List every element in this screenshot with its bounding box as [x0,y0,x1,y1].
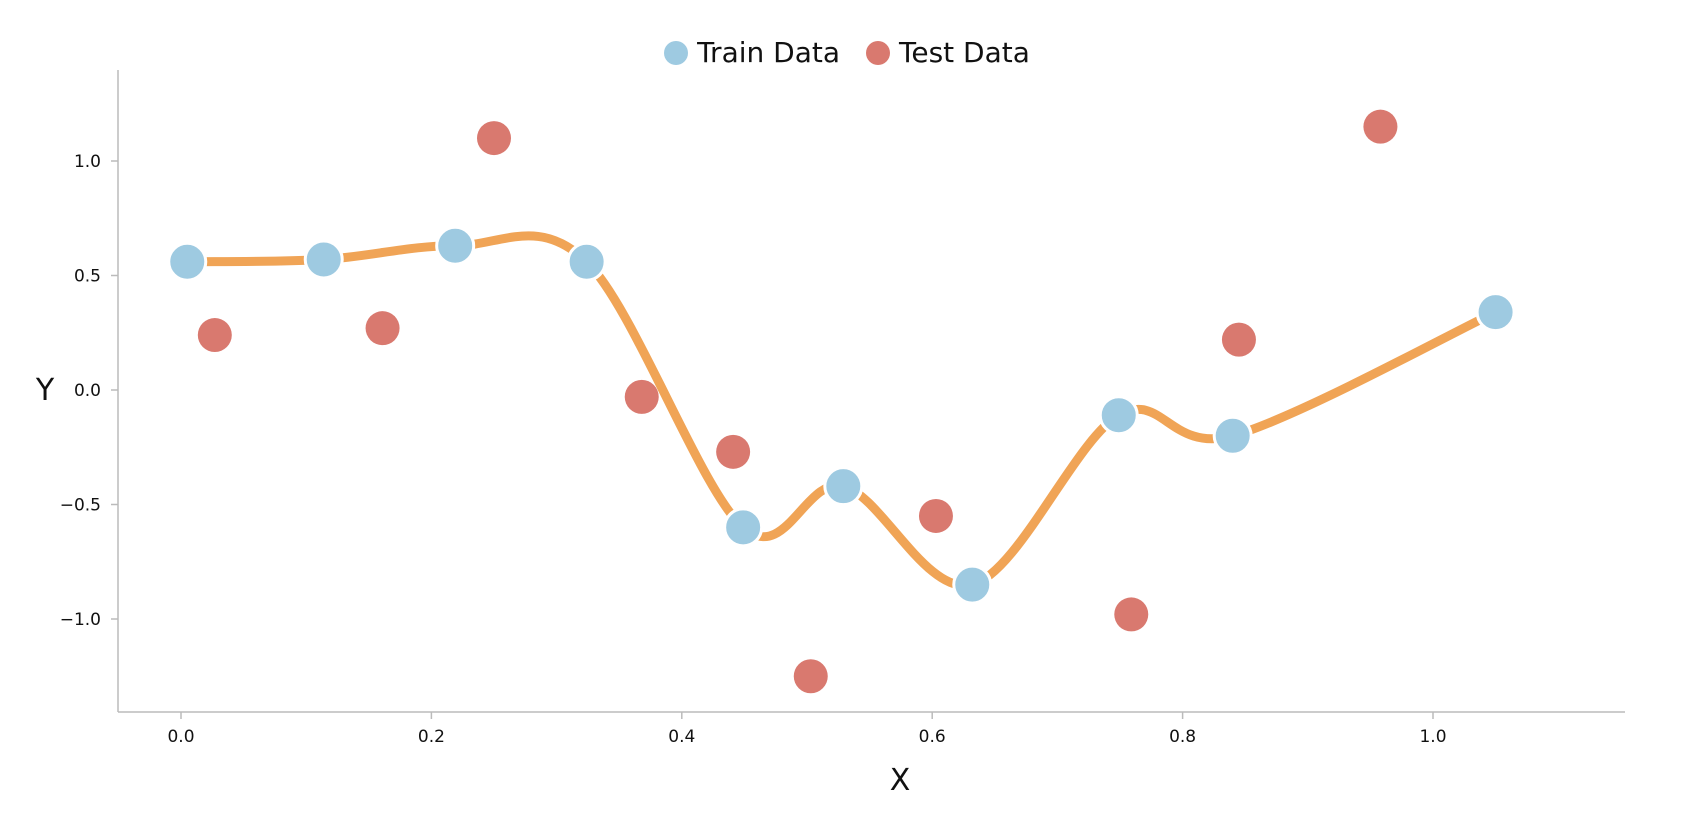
test-point [918,498,953,533]
test-point [716,434,751,469]
train-point [566,241,607,282]
legend-label-train: Train Data [697,36,841,69]
test-swatch-icon [866,40,891,65]
test-point [793,659,828,694]
test-point [365,311,400,346]
train-point [435,225,476,266]
train-point [1098,395,1139,436]
train-point [167,241,208,282]
legend-item-train[interactable]: Train Data [664,36,840,69]
test-point [477,121,511,156]
x-tick-label: 0.6 [919,727,946,747]
train-point [1212,415,1253,456]
train-point [823,466,864,507]
train-swatch-icon [664,40,689,65]
train-point [723,507,764,548]
x-axis-title: X [890,763,911,798]
test-point [1221,322,1256,357]
y-axis-title: Y [35,373,55,408]
legend-item-test[interactable]: Test Data [866,36,1030,69]
y-tick-label: −0.5 [60,496,101,516]
x-tick-label: 0.4 [668,727,695,747]
fit-line [182,231,1501,591]
x-tick-label: 0.8 [1169,727,1196,747]
y-tick-label: 1.0 [74,152,101,172]
axes: 0.0 0.2 0.4 0.6 0.8 1.0 1.0 0.5 0.0 −0.5 −1.0 [60,70,1625,747]
test-point [624,379,659,414]
y-tick-label: 0.0 [74,381,101,401]
test-point [197,318,232,353]
train-point [1475,292,1516,333]
legend-label-test: Test Data [899,36,1030,69]
x-tick-label: 1.0 [1419,727,1446,747]
x-tick-label: 0.0 [167,727,194,747]
fit-line-layer [182,231,1501,591]
y-tick-label: −1.0 [60,610,101,630]
legend: Train Data Test Data [0,36,1694,69]
train-point [303,239,344,280]
test-point [1114,597,1149,632]
points-layer [167,109,1516,694]
x-tick-label: 0.2 [418,727,445,747]
y-tick-label: 0.5 [74,267,101,287]
test-point [1363,109,1398,144]
train-point [952,564,993,605]
